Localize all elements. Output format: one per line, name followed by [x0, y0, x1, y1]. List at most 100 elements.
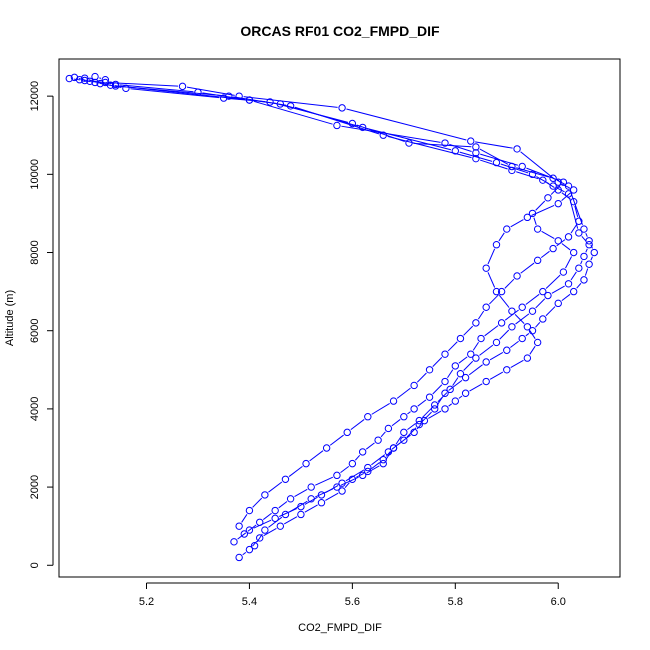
data-point	[554, 186, 562, 194]
series-segment	[469, 383, 483, 392]
y-tick-label: 6000	[29, 318, 41, 342]
series-segment	[556, 239, 566, 247]
series-segment	[479, 148, 509, 165]
series-segment	[541, 230, 555, 239]
series-3	[75, 76, 598, 546]
data-point	[497, 319, 506, 327]
data-point	[482, 358, 490, 366]
data-point	[333, 121, 341, 130]
data-point	[461, 389, 470, 397]
series-segment	[289, 500, 308, 513]
series-segment	[520, 151, 556, 180]
data-point	[564, 190, 573, 198]
series-segment	[371, 462, 380, 470]
series-segment	[346, 108, 467, 141]
series-segment	[387, 135, 472, 159]
data-point	[467, 137, 475, 145]
series-segment	[515, 313, 530, 325]
data-point	[75, 76, 84, 84]
series-segment	[345, 469, 365, 482]
series-segment	[525, 333, 530, 337]
data-point	[564, 233, 573, 241]
data-point	[400, 436, 408, 444]
series-segment	[526, 167, 560, 182]
series-segment	[432, 384, 443, 395]
data-point	[348, 459, 357, 468]
data-point	[492, 240, 501, 249]
series-segment	[489, 352, 504, 361]
data-point	[446, 385, 454, 394]
data-point	[451, 397, 460, 405]
series-segment	[590, 256, 593, 261]
series-segment	[283, 516, 298, 525]
data-point	[441, 350, 449, 358]
data-point	[513, 272, 521, 280]
data-point	[389, 444, 398, 452]
series-segment	[546, 182, 555, 188]
data-point	[482, 303, 490, 311]
series-segment	[407, 422, 416, 431]
data-point	[235, 522, 243, 530]
series-segment	[371, 402, 390, 415]
series-segment	[422, 411, 432, 422]
data-point	[410, 381, 418, 390]
data-point	[554, 299, 562, 308]
data-point	[544, 194, 552, 202]
data-point	[271, 514, 279, 523]
data-point	[482, 264, 490, 272]
series-segment	[458, 356, 468, 364]
series-segment	[253, 100, 333, 125]
series-segment	[529, 330, 536, 339]
data-point	[472, 149, 480, 157]
data-point	[281, 510, 290, 519]
data-point	[575, 264, 583, 272]
data-point	[467, 350, 475, 358]
data-point	[539, 176, 547, 184]
series-1	[65, 74, 578, 562]
series-segment	[458, 395, 463, 399]
series-segment	[520, 262, 535, 274]
data-point	[554, 199, 562, 208]
data-point	[276, 522, 285, 530]
data-point	[497, 287, 506, 296]
series-segment	[304, 504, 318, 513]
series-segment	[561, 192, 571, 200]
series-segment	[365, 442, 375, 450]
series-segment	[385, 451, 392, 461]
data-point	[343, 428, 351, 437]
series-segment	[422, 407, 432, 418]
data-point	[374, 436, 382, 444]
series-segment	[545, 306, 556, 317]
data-point	[122, 84, 130, 93]
series-segment	[233, 96, 287, 106]
data-point	[569, 186, 578, 194]
plot-area-frame	[58, 58, 621, 578]
data-point	[472, 319, 480, 327]
series-segment	[315, 476, 334, 486]
series-segment	[484, 325, 499, 337]
series-segment	[304, 496, 318, 505]
data-point	[569, 197, 578, 206]
data-point	[317, 499, 326, 507]
series-segment	[452, 377, 459, 386]
data-point	[549, 244, 557, 253]
series-segment	[407, 411, 411, 415]
series-segment	[391, 419, 401, 427]
data-point	[528, 327, 537, 335]
series-segment	[252, 540, 258, 547]
data-point	[528, 209, 537, 218]
series-segment	[510, 219, 524, 228]
data-point	[286, 495, 295, 503]
series-segment	[468, 364, 483, 376]
data-point	[364, 413, 372, 421]
series-segment	[510, 359, 524, 369]
data-point	[472, 154, 480, 163]
series-segment	[366, 465, 380, 474]
series-layer	[65, 72, 598, 562]
data-point	[338, 487, 346, 495]
data-point	[333, 483, 341, 491]
series-segment	[256, 533, 263, 543]
data-point	[482, 377, 490, 386]
series-segment	[561, 192, 571, 202]
series-segment	[477, 310, 485, 320]
